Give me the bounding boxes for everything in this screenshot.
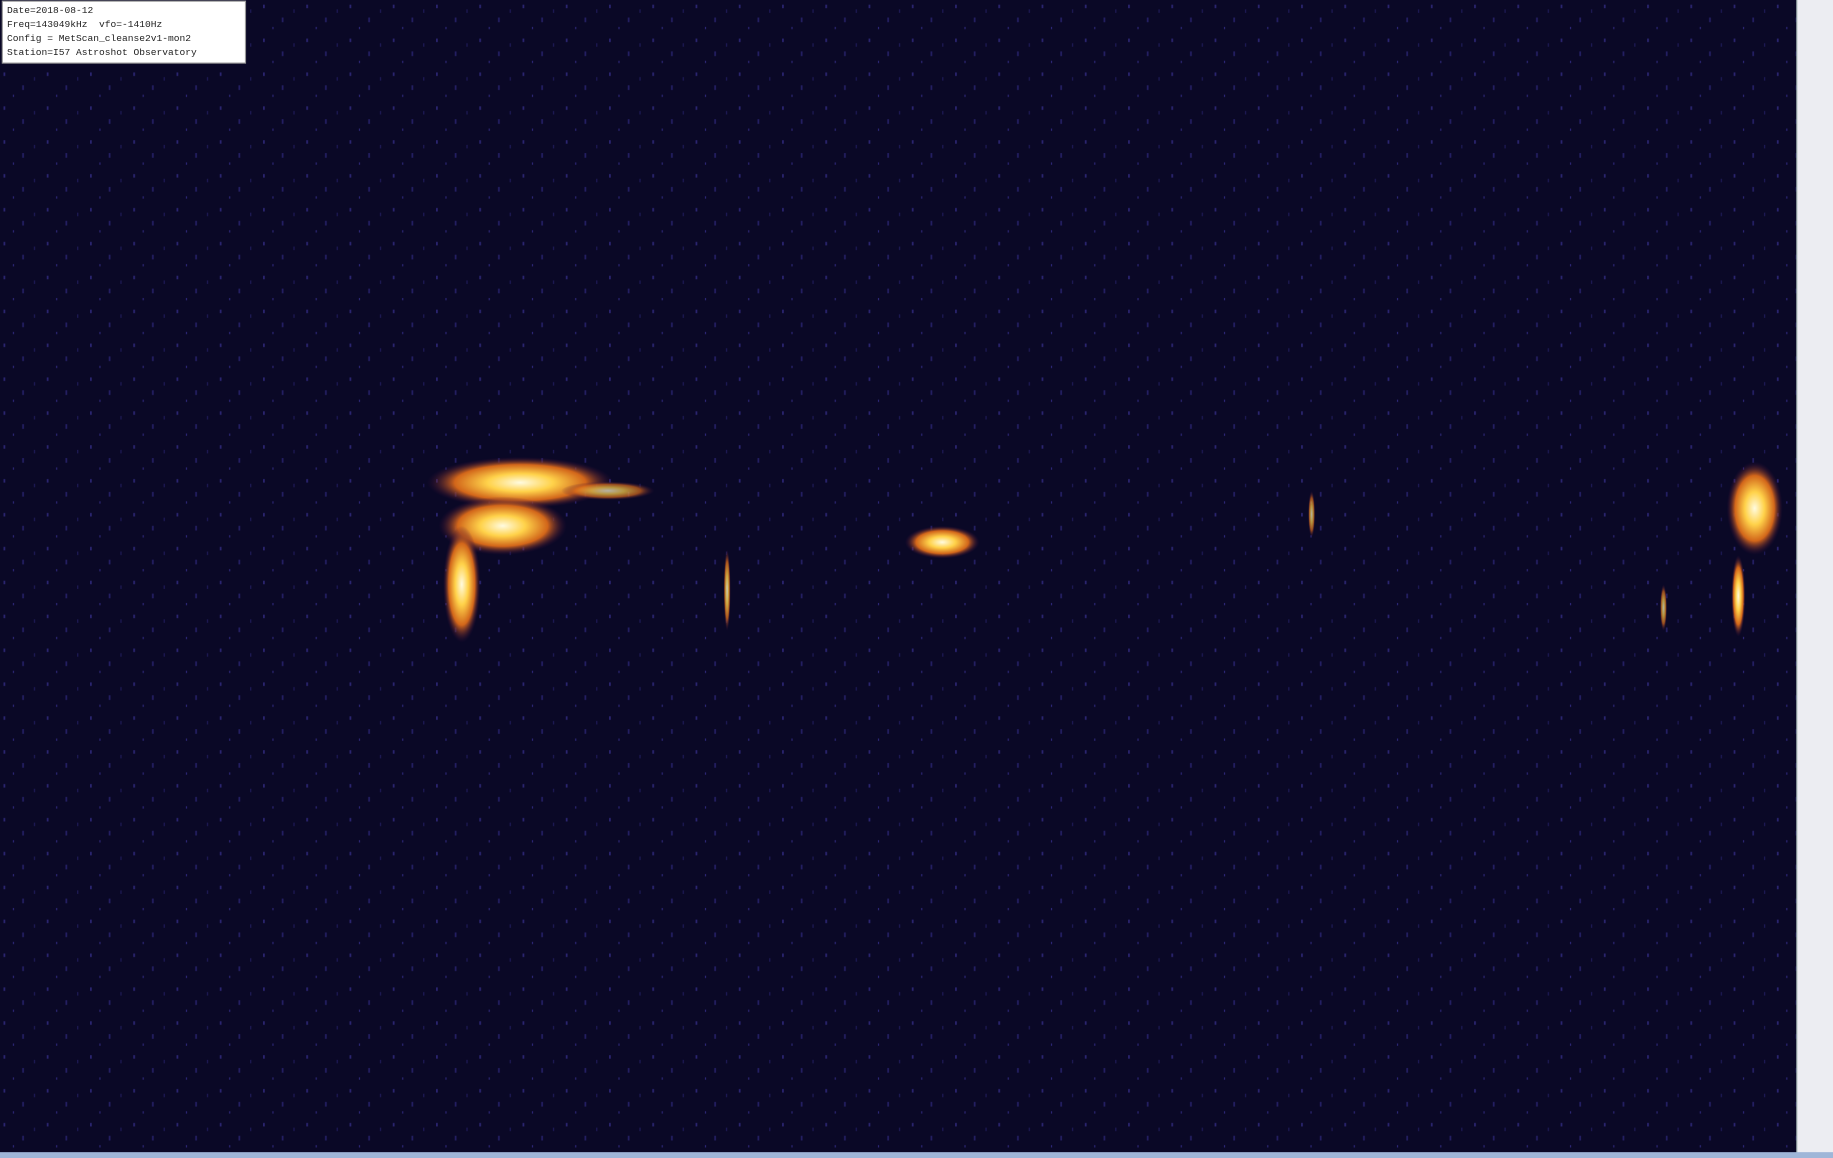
- window-border: [0, 1152, 1833, 1158]
- info-box: Date=2018-08-12 Freq=143049kHz vfo=-1410…: [1, 0, 247, 64]
- info-line: Config = MetScan_cleanse2v1-mon2: [7, 33, 191, 44]
- info-line: Freq=143049kHz vfo=-1410Hz: [7, 19, 162, 30]
- info-background: [1, 0, 247, 64]
- frequency-axis: [1796, 0, 1833, 1158]
- info-line: Date=2018-08-12: [7, 5, 93, 16]
- meteor-echoes: [426, 456, 1783, 643]
- info-line: Station=I57 Astroshot Observatory: [7, 47, 197, 58]
